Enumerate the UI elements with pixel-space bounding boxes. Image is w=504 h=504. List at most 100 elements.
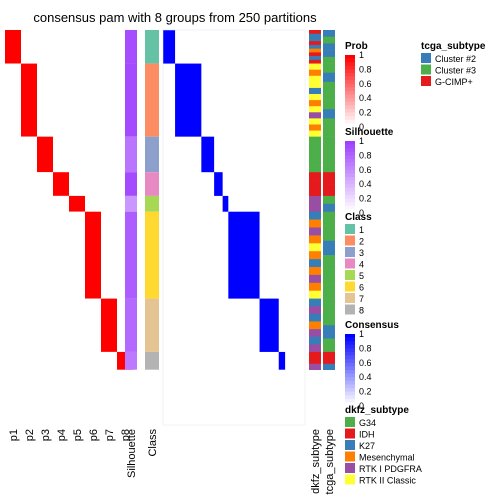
- tcga-subtype-cell: [323, 100, 335, 110]
- consensus-legend-gradient-step: [345, 380, 355, 385]
- dkfz-subtype-cell: [309, 37, 321, 42]
- prob-cell-p2-class-3: [21, 136, 37, 173]
- tcga-subtype-cell: [323, 311, 335, 326]
- prob-cell-p6-class-4: [85, 172, 101, 196]
- tcga-subtype-cell: [323, 81, 335, 92]
- prob-legend-gradient-step: [345, 62, 355, 67]
- prob-cell-p5-class-7: [69, 298, 85, 352]
- prob-cell-p6-class-1: [85, 30, 101, 64]
- prob-legend-tick: 0.6: [359, 79, 372, 89]
- class-legend-swatch: [345, 304, 355, 315]
- class-legend-swatch: [345, 224, 355, 234]
- dkfz-subtype-legend-swatch: [345, 440, 355, 450]
- dkfz-subtype-cell: [309, 41, 321, 46]
- dkfz-subtype-cell: [309, 157, 321, 166]
- silhouette-cell-class-4: [125, 172, 137, 196]
- class-legend-label: 8: [359, 306, 364, 316]
- dkfz-subtype-cell: [309, 336, 321, 345]
- consensus-legend-gradient-step: [345, 362, 355, 367]
- consensus-legend-gradient-step: [345, 391, 355, 396]
- consensus-legend-gradient-step: [345, 384, 355, 389]
- dkfz-subtype-legend-label: G34: [359, 418, 376, 428]
- dkfz-subtype-cell: [309, 329, 321, 337]
- prob-cell-p5-class-8: [69, 351, 85, 370]
- class-legend-label: 7: [359, 294, 364, 304]
- silhouette-legend-gradient-step: [345, 169, 355, 174]
- dkfz-subtype-cell: [309, 344, 321, 353]
- silhouette-legend-gradient-step: [345, 151, 355, 156]
- prob-legend-gradient-step: [345, 105, 355, 110]
- tcga-subtype-cell: [323, 325, 335, 339]
- consensus-legend-tick: 0.2: [359, 387, 372, 397]
- prob-cell-p4-class-1: [53, 30, 69, 64]
- class-cell-4: [145, 172, 159, 196]
- consensus-legend-gradient-step: [345, 366, 355, 371]
- tcga-subtype-cell: [323, 240, 335, 256]
- silhouette-legend-tick: 0.8: [359, 150, 372, 160]
- prob-cell-p4-class-5: [53, 195, 69, 212]
- consensus-legend-tick: 0.4: [359, 372, 372, 382]
- consensus-legend-gradient-step: [345, 334, 355, 338]
- silhouette-legend-gradient-step: [345, 198, 355, 203]
- tcga-subtype-cell: [323, 109, 335, 119]
- tcga-subtype-cell: [323, 351, 335, 359]
- consensus-legend-title: Consensus: [345, 320, 399, 331]
- tcga-subtype-cell: [323, 136, 335, 149]
- prob-cell-p4-class-3: [53, 136, 69, 173]
- prob-cell-p7-class-8: [101, 351, 117, 370]
- prob-legend-tick: 1: [359, 50, 364, 60]
- class-legend-swatch: [345, 270, 355, 280]
- consensus-legend-gradient-step: [345, 341, 355, 346]
- consensus-legend-gradient-step: [345, 377, 355, 382]
- class-legend-title: Class: [345, 212, 372, 223]
- tcga-subtype-legend-title: tcga_subtype: [421, 41, 486, 52]
- prob-legend-gradient-step: [345, 109, 355, 113]
- prob-cell-p4-class-6: [53, 211, 69, 299]
- prob-cell-p2-class-2: [21, 63, 37, 137]
- silhouette-cell-class-2: [125, 63, 137, 137]
- class-legend: Class 1 23 45 67 8: [345, 212, 372, 316]
- class-cell-1: [145, 30, 159, 64]
- tcga-subtype-cell: [323, 195, 335, 205]
- tcga-subtype-legend-swatch: [421, 64, 431, 75]
- prob-cell-p7-class-4: [101, 172, 117, 196]
- prob-legend-gradient-step: [345, 119, 355, 124]
- prob-column-label: p4: [56, 429, 68, 441]
- prob-cell-p7-class-5: [101, 195, 117, 212]
- dkfz-subtype-cell: [309, 313, 321, 322]
- tcga-subtype-cell: [323, 269, 335, 285]
- class-cell-8: [145, 351, 159, 370]
- dkfz-subtype-cell: [309, 357, 321, 365]
- dkfz-subtype-legend-label: RTK II Classic: [359, 476, 416, 486]
- dkfz-subtype-cell: [309, 243, 321, 252]
- prob-cell-p7-class-7: [101, 298, 117, 352]
- dkfz-subtype-cell: [309, 106, 321, 113]
- dkfz-subtype-legend-label: K27: [359, 441, 375, 451]
- prob-column-label: p3: [40, 429, 52, 441]
- prob-cell-p2-class-5: [21, 195, 37, 212]
- dkfz-subtype-cell: [309, 306, 321, 315]
- prob-cell-p3-class-5: [37, 195, 53, 212]
- consensus-legend-gradient-step: [345, 359, 355, 364]
- prob-cell-p7-class-2: [101, 63, 117, 137]
- tcga-subtype-cell: [323, 90, 335, 101]
- consensus-legend-gradient-step: [345, 388, 355, 392]
- silhouette-cell-class-1: [125, 30, 137, 64]
- prob-cell-p5-class-2: [69, 63, 85, 137]
- prob-cell-p2-class-6: [21, 211, 37, 299]
- prob-cell-p1-class-2: [5, 63, 21, 137]
- dkfz-subtype-cell: [309, 136, 321, 145]
- dkfz-subtype-cell: [309, 143, 321, 152]
- silhouette-legend-tick: 0.2: [359, 194, 372, 204]
- dkfz-subtype-legend-label: RTK I PDGFRA: [359, 464, 422, 474]
- prob-cell-p6-class-6: [85, 211, 101, 299]
- silhouette-legend-gradient-step: [345, 148, 355, 153]
- prob-cell-p2-class-7: [21, 298, 37, 352]
- dkfz-subtype-cell: [309, 227, 321, 236]
- consensus-block-class-1: [163, 30, 176, 64]
- prob-cell-p3-class-6: [37, 211, 53, 299]
- prob-legend-gradient-step: [345, 80, 355, 85]
- prob-cell-p6-class-8: [85, 351, 101, 370]
- prob-cell-p2-class-8: [21, 351, 37, 370]
